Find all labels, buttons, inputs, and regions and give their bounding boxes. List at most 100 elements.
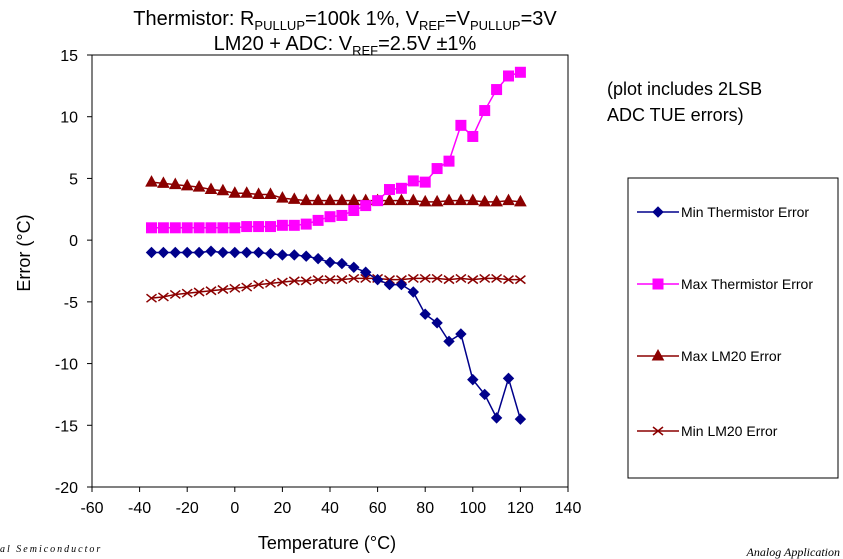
legend-label: Max Thermistor Error [681,276,813,292]
data-point-min-thermistor-error [359,266,372,278]
x-tick-label: 60 [369,500,387,517]
series-max-thermistor-error [146,66,526,234]
data-point-max-thermistor-error [491,84,503,96]
data-point-max-lm20-error [299,193,313,206]
data-point-min-thermistor-error [502,372,515,385]
x-tick-label: -60 [80,500,103,517]
data-point-min-thermistor-error [336,257,348,270]
data-point-min-thermistor-error [217,246,229,259]
data-point-min-lm20-error [312,275,324,285]
x-tick-label: -40 [128,500,151,517]
data-point-max-thermistor-error [276,219,288,231]
data-point-max-thermistor-error [384,184,395,196]
data-point-min-thermistor-error [288,249,301,261]
data-point-min-thermistor-error [490,412,503,424]
legend-item-max-thermistor-error: Max Thermistor Error [637,276,813,292]
data-point-max-lm20-error [240,186,254,198]
data-point-max-lm20-error [323,193,337,206]
data-point-min-lm20-error [479,273,491,283]
data-point-max-lm20-error [204,182,218,195]
data-point-max-thermistor-error [419,176,431,188]
data-point-min-thermistor-error [312,252,324,265]
data-point-max-thermistor-error [169,222,181,234]
data-point-max-thermistor-error [157,222,169,234]
data-point-max-thermistor-error [348,205,360,217]
x-tick-label: 0 [230,500,239,517]
legend-items: Min Thermistor Error Max Thermistor Error… [637,204,813,439]
data-point-max-lm20-error [287,192,301,204]
data-point-max-lm20-error [168,177,182,190]
x-tick-label: 120 [507,500,534,517]
data-point-max-thermistor-error [253,221,265,233]
series-min-lm20-error [146,273,526,303]
data-point-min-lm20-error [443,275,455,285]
data-point-max-thermistor-error [146,222,157,234]
data-point-min-thermistor-error [252,246,265,259]
data-point-min-lm20-error [265,278,276,288]
data-point-max-thermistor-error [443,155,455,167]
data-point-min-lm20-error [288,276,300,286]
legend [627,177,839,479]
data-point-min-lm20-error [407,273,419,283]
data-point-max-thermistor-error [241,221,253,233]
data-point-max-thermistor-error [181,222,193,234]
data-point-max-thermistor-error [407,175,419,187]
data-point-min-thermistor-error [467,373,479,386]
data-point-min-thermistor-error [145,246,158,259]
data-point-min-thermistor-error [181,246,193,259]
data-point-max-lm20-error [514,194,527,207]
data-point-min-lm20-error [336,275,348,285]
data-point-min-thermistor-error [157,246,170,259]
x-axis-label: Temperature (°C) [258,533,396,553]
data-point-max-thermistor-error [503,70,514,82]
data-point-min-lm20-error [253,279,265,290]
data-point-min-lm20-error [431,273,443,283]
data-point-min-lm20-error [193,287,205,297]
data-point-min-thermistor-error [300,250,312,262]
x-tick-label: 80 [416,500,434,517]
footer-right-text: Analog Application [746,545,840,559]
data-point-min-lm20-error [300,276,312,286]
data-point-min-thermistor-error [395,278,408,291]
data-point-max-thermistor-error [288,219,300,231]
data-point-min-lm20-error [419,273,431,283]
x-tick-label: 40 [321,500,339,517]
data-point-max-thermistor-error [300,218,312,230]
data-point-max-lm20-error [264,187,277,199]
data-point-min-thermistor-error [205,245,217,257]
data-point-max-lm20-error [430,194,444,207]
y-tick-label: -10 [55,357,78,374]
data-point-max-lm20-error [442,193,456,206]
data-point-max-lm20-error [502,193,515,206]
data-point-min-thermistor-error [240,246,253,259]
data-point-max-thermistor-error [193,222,205,234]
data-point-min-lm20-error [514,275,526,285]
data-point-max-thermistor-error [395,182,407,194]
data-point-min-thermistor-error [514,413,527,425]
data-point-max-lm20-error [276,191,289,203]
y-tick-label: 15 [60,48,78,65]
data-point-max-thermistor-error [229,222,241,234]
y-tick-label: -5 [64,295,78,312]
legend-marker-max-thermistor-error [652,278,664,290]
data-point-max-lm20-error [478,194,492,207]
x-tick-label: 140 [555,500,582,517]
data-point-max-thermistor-error [467,130,479,142]
data-point-max-thermistor-error [455,119,467,131]
y-axis-label: Error (°C) [14,214,34,291]
data-point-min-thermistor-error [419,308,431,320]
series-max-lm20-error [145,175,527,207]
data-point-max-lm20-error [418,194,432,207]
x-tick-label: 100 [459,500,486,517]
series-group [145,66,527,425]
data-point-min-lm20-error [455,273,467,283]
data-point-max-lm20-error [216,183,230,196]
y-tick-label: 10 [60,110,78,127]
data-point-min-thermistor-error [169,246,182,259]
data-point-min-thermistor-error [193,246,205,259]
legend-marker-min-thermistor-error [652,206,664,218]
data-point-max-lm20-error [157,176,170,188]
data-point-max-lm20-error [347,193,361,206]
y-tick-label: 5 [69,171,78,188]
